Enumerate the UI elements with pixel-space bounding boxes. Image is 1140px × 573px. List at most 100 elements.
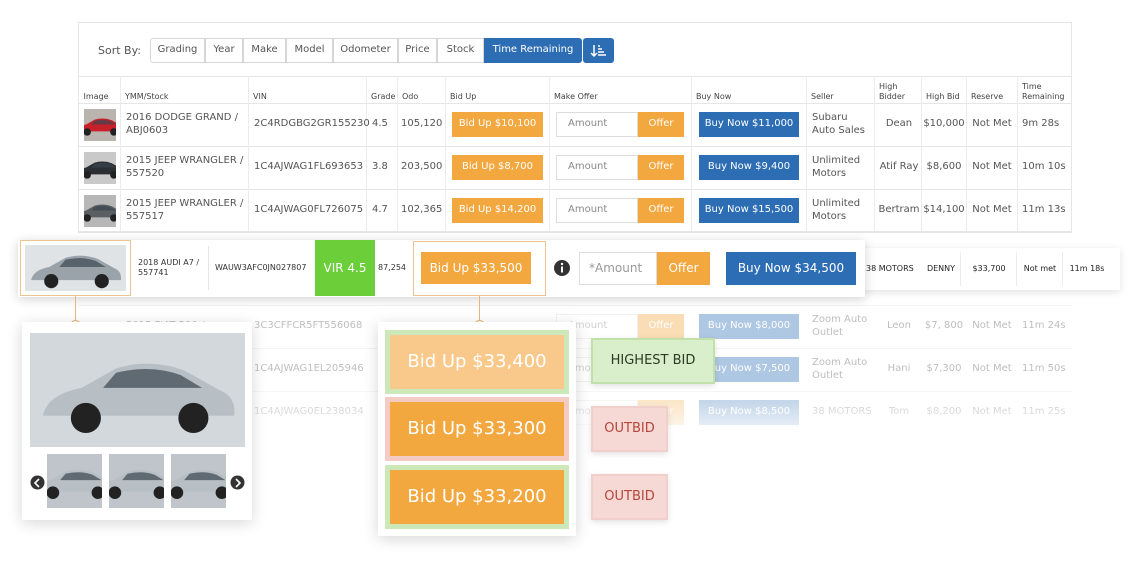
column-divider xyxy=(874,76,875,231)
vehicle-thumbnail xyxy=(84,152,116,184)
featured-buy-now-button[interactable]: Buy Now $34,500 xyxy=(726,252,856,285)
gallery-arrow[interactable] xyxy=(230,475,245,490)
connector-line xyxy=(75,296,76,322)
column-divider xyxy=(691,76,692,231)
gallery-arrow[interactable] xyxy=(30,475,45,490)
car-window xyxy=(60,472,102,481)
connector-line xyxy=(479,296,480,322)
car-image xyxy=(25,245,126,291)
car-wheel xyxy=(109,486,122,499)
car-image xyxy=(84,195,116,227)
car-image xyxy=(84,109,116,141)
row-border xyxy=(78,189,1072,190)
car-image xyxy=(30,333,245,447)
buy-now-button[interactable]: Buy Now $7,500 xyxy=(699,357,799,382)
featured-row-extension xyxy=(862,248,1120,290)
bid-up-button[interactable]: Bid Up $10,100 xyxy=(452,112,543,137)
featured-odo: 87,254 xyxy=(378,263,406,272)
car-wheel xyxy=(110,171,116,179)
outbid-tag: OUTBID xyxy=(591,474,668,520)
bid-up-button[interactable]: Bid Up $14,200 xyxy=(452,198,543,223)
sort-option[interactable]: Make xyxy=(243,38,286,63)
buy-now-button[interactable]: Buy Now $15,500 xyxy=(699,198,799,223)
cell-time: 11m 13s xyxy=(1022,204,1066,216)
cell-vin: 3C3CFFCR5FT556068 xyxy=(254,320,363,332)
column-header: Buy Now xyxy=(696,92,732,101)
car-wheel xyxy=(44,274,59,289)
sort-option[interactable]: Model xyxy=(286,38,333,63)
cell-vin: 1C4AJWAG1EL205946 xyxy=(254,363,364,375)
car-window xyxy=(59,258,106,267)
car-wheel xyxy=(84,128,91,136)
featured-high-bidder: DENNY xyxy=(926,264,956,273)
sort-option[interactable]: Odometer xyxy=(333,38,398,63)
arrow-circle xyxy=(30,475,45,490)
column-header: Image xyxy=(83,92,109,101)
cell-reserve: Not Met xyxy=(972,118,1012,130)
sort-option[interactable]: Time Remaining xyxy=(484,38,582,63)
column-header: Odo xyxy=(402,92,419,101)
car-window xyxy=(91,119,116,125)
cell-ymm: 2015 JEEP WRANGLER / 557517 xyxy=(126,198,244,222)
offer-button[interactable]: Offer xyxy=(638,112,684,137)
sort-option[interactable]: Grading xyxy=(150,38,205,63)
column-divider xyxy=(120,76,121,231)
bid-history-button: Bid Up $33,300 xyxy=(385,397,569,461)
car-wheel xyxy=(47,486,60,499)
amount-input[interactable]: Amount xyxy=(556,155,638,180)
header-row-border xyxy=(78,76,1072,77)
cell-time: 11m 50s xyxy=(1022,363,1066,375)
cell-high-bid: $7,300 xyxy=(926,363,962,375)
row-border xyxy=(78,305,1072,306)
featured-reserve: Not met xyxy=(1023,264,1057,273)
bid-history-button: Bid Up $33,200 xyxy=(385,465,569,529)
featured-amount-input[interactable]: *Amount xyxy=(579,252,657,285)
amount-input[interactable]: Amount xyxy=(556,112,638,137)
column-divider xyxy=(549,76,550,231)
vehicle-thumbnail xyxy=(84,109,116,141)
bid-up-button[interactable]: Bid Up $8,700 xyxy=(452,155,543,180)
featured-offer-button[interactable]: Offer xyxy=(657,252,710,285)
cell-high-bid: $8,600 xyxy=(926,161,962,173)
car-body xyxy=(42,363,235,416)
gallery-thumbnail[interactable] xyxy=(109,454,164,508)
cell-vin: 1C4AJWAG0FL726075 xyxy=(254,204,364,216)
column-header: YMM/Stock xyxy=(125,92,169,101)
cell-high-bidder: Bertram xyxy=(878,204,920,216)
info-icon xyxy=(553,259,571,277)
cell-time: 9m 28s xyxy=(1022,118,1060,130)
car-wheel xyxy=(153,486,164,499)
offer-button[interactable]: Offer xyxy=(638,314,684,339)
sort-direction-button[interactable] xyxy=(583,38,614,63)
car-wheel xyxy=(171,486,184,499)
sort-option[interactable]: Stock xyxy=(437,38,484,63)
offer-button[interactable]: Offer xyxy=(638,198,684,223)
buy-now-button[interactable]: Buy Now $11,000 xyxy=(699,112,799,137)
car-window xyxy=(103,368,202,388)
sort-icon xyxy=(590,45,606,58)
cell-high-bid: $10,000 xyxy=(923,118,965,130)
buy-now-button[interactable]: Buy Now $9,400 xyxy=(699,155,799,180)
featured-ymm: 2018 AUDI A7 / 557741 xyxy=(138,258,200,277)
car-wheel xyxy=(110,214,116,222)
bid-history-button: Bid Up $33,400 xyxy=(385,330,569,394)
buy-now-button[interactable]: Buy Now $8,000 xyxy=(699,314,799,339)
cell-high-bid: $7, 800 xyxy=(924,320,964,332)
amount-input[interactable]: Amount xyxy=(556,198,638,223)
cell-high-bid: $14,100 xyxy=(923,204,965,216)
offer-button[interactable]: Offer xyxy=(638,155,684,180)
sort-option[interactable]: Price xyxy=(398,38,437,63)
featured-bid-up-button[interactable]: Bid Up $33,500 xyxy=(421,252,531,284)
gallery-thumbnail[interactable] xyxy=(171,454,226,508)
car-image xyxy=(47,454,102,508)
car-wheel xyxy=(215,486,226,499)
sort-option[interactable]: Year xyxy=(205,38,243,63)
gallery-main-image xyxy=(30,333,245,447)
column-header: High Bidder xyxy=(879,82,906,101)
car-wheel xyxy=(178,402,209,433)
gallery-thumbnail[interactable] xyxy=(47,454,102,508)
cell-seller: Zoom Auto Outlet xyxy=(812,314,868,338)
sort-icon-shape xyxy=(590,45,606,58)
column-divider xyxy=(806,76,807,231)
car-window xyxy=(184,472,226,481)
